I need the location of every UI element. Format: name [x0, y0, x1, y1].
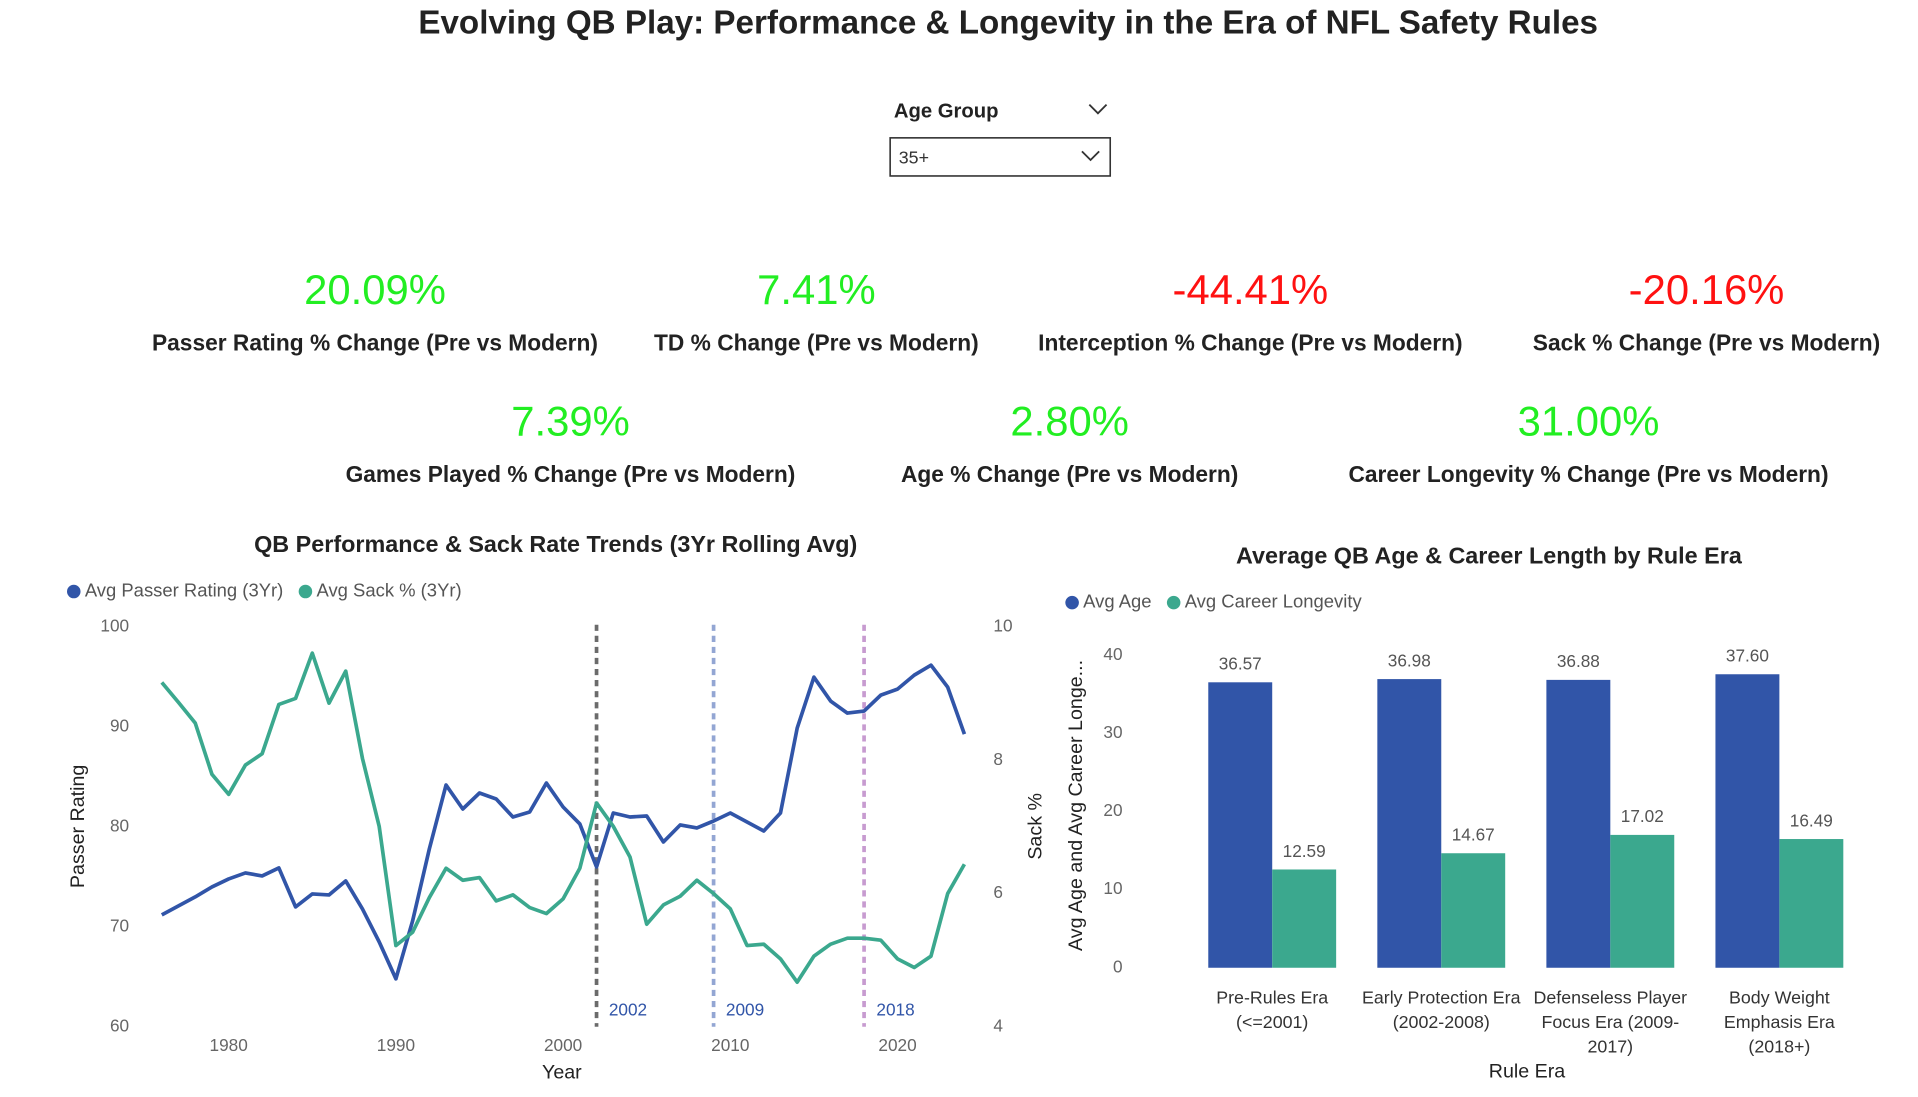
kpi-label: TD % Change (Pre vs Modern) [654, 329, 979, 355]
kpi-value: 7.41% [757, 266, 876, 313]
kpi-card: 2.80% Age % Change (Pre vs Modern) [901, 397, 1238, 487]
kpi-card: 31.00% Career Longevity % Change (Pre vs … [1348, 397, 1828, 487]
chart-title: QB Performance & Sack Rate Trends (3Yr R… [254, 531, 857, 557]
category-label: Defenseless Player Focus Era (2009-2017) [1533, 988, 1688, 1058]
category-label: Body Weight Emphasis Era (2018+) [1723, 988, 1835, 1058]
kpi-value: 20.09% [304, 266, 446, 313]
category-label: Early Protection Era (2002-2008) [1361, 988, 1521, 1033]
reference-label: 2009 [726, 999, 764, 1019]
bar [1208, 682, 1273, 968]
x-tick-label: 2010 [711, 1035, 749, 1055]
dropdown-chevron[interactable] [1081, 150, 1100, 162]
chart-title: Average QB Age & Career Length by Rule E… [1236, 542, 1743, 568]
series-line [160, 651, 967, 984]
line-chart: QB Performance & Sack Rate Trends (3Yr R… [67, 531, 1047, 1083]
legend-label: Avg Sack % (3Yr) [316, 579, 461, 600]
y-tick-label: 100 [100, 616, 129, 636]
slicer-label: Age Group [894, 100, 999, 122]
y-tick-label: 70 [110, 915, 129, 935]
legend-label: Avg Passer Rating (3Yr) [85, 579, 283, 600]
kpi-label: Games Played % Change (Pre vs Modern) [346, 461, 796, 487]
bar [1272, 869, 1337, 968]
age-group-slicer[interactable]: Age Group 35+ [889, 100, 1112, 177]
kpi-card: -20.16% Sack % Change (Pre vs Modern) [1533, 266, 1880, 356]
bar [1715, 674, 1780, 968]
data-label: 14.67 [1452, 825, 1495, 845]
y-tick-label: 10 [1103, 878, 1122, 898]
kpi-card: 7.41% TD % Change (Pre vs Modern) [654, 266, 979, 356]
kpi-card: 20.09% Passer Rating % Change (Pre vs Mod… [152, 266, 598, 356]
data-label: 36.57 [1219, 654, 1262, 674]
y-axis-title: Passer Rating [67, 765, 89, 888]
y2-axis-title: Sack % [1025, 793, 1047, 860]
x-tick-label: 2000 [544, 1035, 582, 1055]
kpi-value: 2.80% [1010, 397, 1129, 444]
y2-tick-label: 10 [993, 616, 1012, 636]
kpi-value: -20.16% [1629, 266, 1785, 313]
category-label: Pre-Rules Era (<=2001) [1216, 988, 1329, 1033]
data-label: 12.59 [1283, 841, 1326, 861]
reference-label: 2018 [876, 999, 914, 1019]
x-tick-label: Defenseless Player Focus Era (2009-2017) [1533, 988, 1688, 1058]
y-tick-label: 90 [110, 716, 129, 736]
bar [1546, 679, 1611, 968]
bar [1610, 834, 1675, 968]
x-axis-title: Rule Era [1489, 1060, 1566, 1082]
kpi-value: 7.39% [511, 397, 630, 444]
data-label: 36.88 [1557, 651, 1600, 671]
data-label: 36.98 [1388, 650, 1431, 670]
y-tick-label: 0 [1113, 956, 1123, 976]
x-tick-label: Early Protection Era (2002-2008) [1361, 988, 1521, 1033]
kpi-label: Passer Rating % Change (Pre vs Modern) [152, 329, 598, 355]
dashboard-title: Evolving QB Play: Performance & Longevit… [418, 5, 1598, 42]
y-axis-title: Avg Age and Avg Career Longe... [1065, 660, 1087, 951]
y2-tick-label: 4 [993, 1015, 1003, 1035]
slicer-chevron[interactable] [1088, 104, 1108, 115]
kpi-label: Career Longevity % Change (Pre vs Modern… [1348, 461, 1828, 487]
data-label: 37.60 [1726, 646, 1769, 666]
kpi-value: 31.00% [1518, 397, 1660, 444]
slicer-value: 35+ [899, 147, 929, 167]
x-axis-title: Year [542, 1062, 582, 1084]
bar [1377, 679, 1442, 968]
x-tick-label: 2020 [878, 1035, 916, 1055]
bar-chart: Average QB Age & Career Length by Rule E… [1065, 542, 1844, 1082]
slicer-dropdown[interactable] [889, 137, 1112, 177]
x-tick-label: Body Weight Emphasis Era (2018+) [1723, 988, 1835, 1058]
kpi-cards: 20.09% Passer Rating % Change (Pre vs Mod… [152, 266, 1880, 487]
legend-marker [1166, 595, 1181, 610]
bar [1779, 839, 1844, 968]
y-tick-label: 60 [110, 1015, 129, 1035]
kpi-value: -44.41% [1173, 266, 1329, 313]
kpi-label: Sack % Change (Pre vs Modern) [1533, 329, 1880, 355]
kpi-label: Age % Change (Pre vs Modern) [901, 461, 1238, 487]
kpi-card: 7.39% Games Played % Change (Pre vs Moder… [346, 397, 796, 487]
y2-tick-label: 8 [993, 749, 1003, 769]
legend-marker [1065, 595, 1079, 610]
legend-marker [298, 584, 313, 599]
y-tick-label: 20 [1103, 800, 1122, 820]
legend-marker [67, 584, 81, 599]
data-label: 16.49 [1790, 810, 1833, 830]
y-tick-label: 30 [1103, 722, 1122, 742]
legend-label: Avg Age [1083, 590, 1151, 611]
legend-label: Avg Career Longevity [1185, 590, 1363, 611]
bar [1441, 853, 1506, 968]
data-label: 17.02 [1621, 806, 1664, 826]
kpi-card: -44.41% Interception % Change (Pre vs Mod… [1038, 266, 1462, 356]
x-tick-label: 1990 [377, 1035, 415, 1055]
y-tick-label: 80 [110, 816, 129, 836]
reference-label: 2002 [609, 999, 647, 1019]
y-tick-label: 40 [1103, 644, 1122, 664]
series-line [160, 663, 967, 981]
kpi-label: Interception % Change (Pre vs Modern) [1038, 329, 1462, 355]
x-tick-label: Pre-Rules Era (<=2001) [1216, 988, 1329, 1033]
y2-tick-label: 6 [993, 882, 1003, 902]
x-tick-label: 1980 [210, 1035, 248, 1055]
